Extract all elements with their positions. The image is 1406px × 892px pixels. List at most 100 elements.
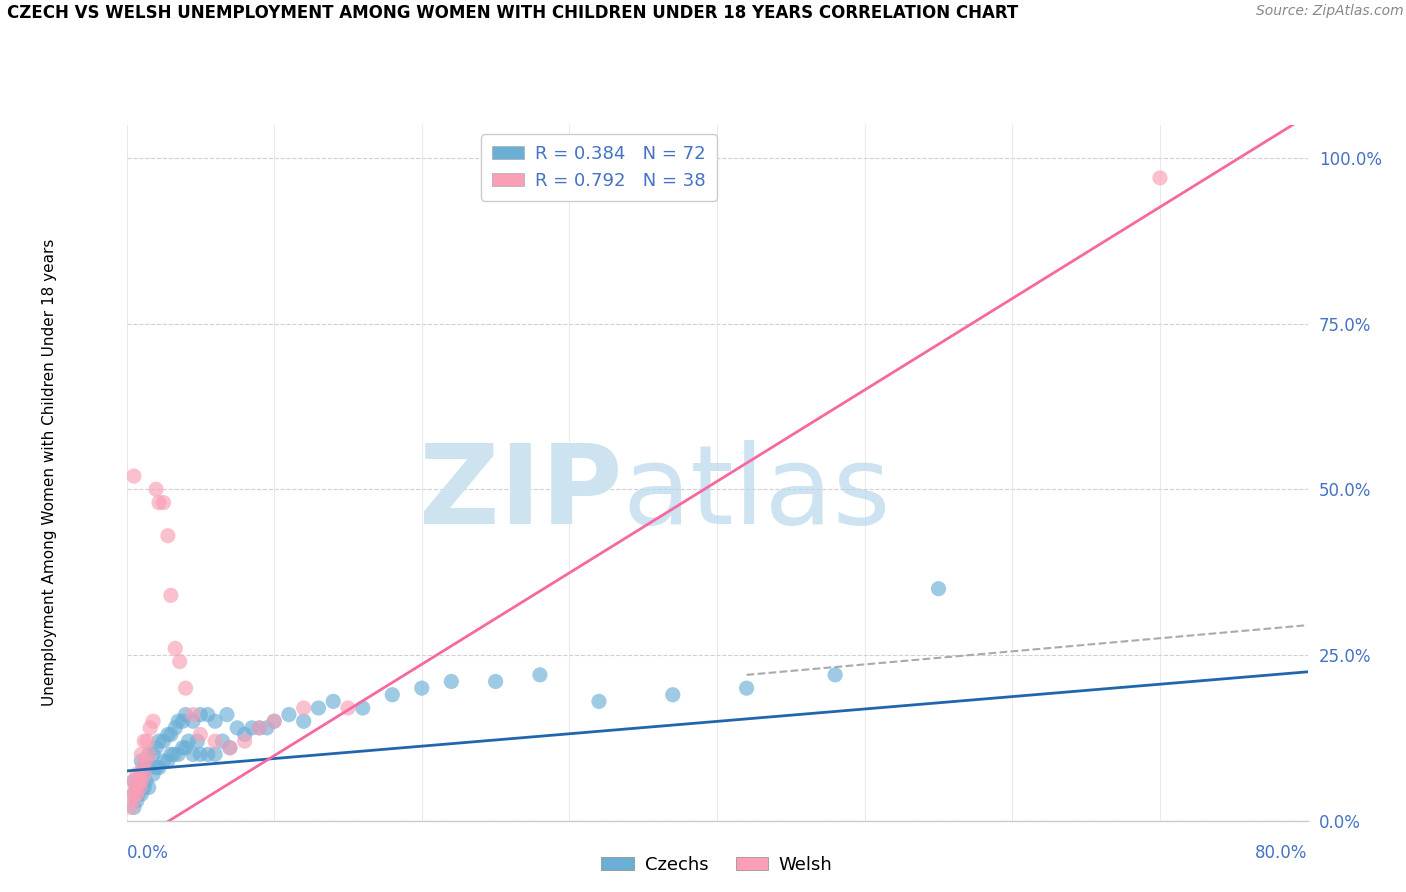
Point xyxy=(307,701,329,715)
Point xyxy=(159,588,183,602)
Point xyxy=(142,714,165,729)
Point xyxy=(129,773,153,788)
Point xyxy=(122,800,145,814)
Point xyxy=(156,529,179,543)
Text: Source: ZipAtlas.com: Source: ZipAtlas.com xyxy=(1256,4,1403,19)
Point xyxy=(122,469,145,483)
Point xyxy=(172,740,194,755)
Point xyxy=(219,740,242,755)
Text: atlas: atlas xyxy=(623,440,891,547)
Point xyxy=(139,721,162,735)
Point xyxy=(411,681,433,695)
Point xyxy=(188,727,211,741)
Point xyxy=(128,780,150,795)
Point xyxy=(127,773,149,788)
Point xyxy=(484,674,508,689)
Point xyxy=(129,787,153,801)
Legend: Czechs, Welsh: Czechs, Welsh xyxy=(595,849,839,881)
Point xyxy=(120,800,142,814)
Point xyxy=(204,734,226,748)
Point xyxy=(156,754,179,768)
Text: 80.0%: 80.0% xyxy=(1256,844,1308,862)
Point xyxy=(211,734,233,748)
Point xyxy=(181,747,204,762)
Point xyxy=(197,747,219,762)
Point xyxy=(138,780,160,795)
Point xyxy=(167,714,190,729)
Point xyxy=(152,734,174,748)
Point xyxy=(167,747,190,762)
Point xyxy=(186,734,208,748)
Point xyxy=(122,787,145,801)
Point xyxy=(233,727,256,741)
Point xyxy=(226,721,249,735)
Point xyxy=(233,734,256,748)
Text: ZIP: ZIP xyxy=(419,440,623,547)
Point xyxy=(197,707,219,722)
Point xyxy=(121,794,143,808)
Point xyxy=(174,681,197,695)
Point xyxy=(263,714,285,729)
Point xyxy=(152,495,174,509)
Point xyxy=(352,701,374,715)
Point xyxy=(134,734,156,748)
Point xyxy=(142,767,165,781)
Point xyxy=(148,734,170,748)
Point xyxy=(135,773,157,788)
Point xyxy=(129,754,153,768)
Point xyxy=(135,754,157,768)
Point xyxy=(661,688,683,702)
Point xyxy=(156,727,179,741)
Point xyxy=(129,747,153,762)
Point xyxy=(174,740,197,755)
Point xyxy=(125,767,148,781)
Point xyxy=(145,761,167,775)
Text: CZECH VS WELSH UNEMPLOYMENT AMONG WOMEN WITH CHILDREN UNDER 18 YEARS CORRELATION: CZECH VS WELSH UNEMPLOYMENT AMONG WOMEN … xyxy=(7,4,1018,22)
Point xyxy=(145,740,167,755)
Point xyxy=(148,495,170,509)
Point xyxy=(152,754,174,768)
Point xyxy=(188,707,211,722)
Point xyxy=(127,773,149,788)
Text: 0.0%: 0.0% xyxy=(127,844,169,862)
Point xyxy=(204,747,226,762)
Point xyxy=(159,727,183,741)
Point xyxy=(174,707,197,722)
Point xyxy=(188,747,211,762)
Point xyxy=(129,767,153,781)
Point xyxy=(134,767,156,781)
Point xyxy=(1149,170,1171,185)
Point xyxy=(127,787,149,801)
Point xyxy=(125,794,148,808)
Point xyxy=(337,701,360,715)
Text: Unemployment Among Women with Children Under 18 years: Unemployment Among Women with Children U… xyxy=(42,239,58,706)
Point xyxy=(928,582,950,596)
Point xyxy=(181,707,204,722)
Point xyxy=(263,714,285,729)
Point xyxy=(132,761,155,775)
Point xyxy=(204,714,226,729)
Point xyxy=(148,761,170,775)
Point xyxy=(215,707,238,722)
Point xyxy=(169,655,191,669)
Point xyxy=(128,780,150,795)
Point xyxy=(165,641,187,656)
Point xyxy=(134,761,156,775)
Point xyxy=(136,734,159,748)
Point xyxy=(138,747,160,762)
Point xyxy=(172,714,194,729)
Point xyxy=(135,754,157,768)
Point xyxy=(588,694,610,708)
Point xyxy=(247,721,270,735)
Point xyxy=(292,701,315,715)
Point xyxy=(142,747,165,762)
Point xyxy=(322,694,344,708)
Point xyxy=(124,780,146,795)
Point xyxy=(181,714,204,729)
Point xyxy=(125,787,148,801)
Point xyxy=(440,674,463,689)
Point xyxy=(165,721,187,735)
Point xyxy=(122,773,145,788)
Point xyxy=(177,734,200,748)
Point xyxy=(219,740,242,755)
